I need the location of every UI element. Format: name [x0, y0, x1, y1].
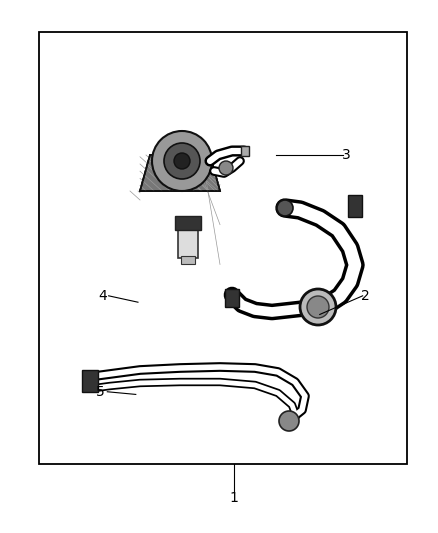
Circle shape — [277, 200, 293, 216]
Polygon shape — [140, 155, 220, 191]
Text: 4: 4 — [99, 289, 107, 303]
Bar — [181, 256, 195, 264]
Bar — [175, 216, 201, 230]
Circle shape — [279, 411, 299, 431]
Circle shape — [300, 289, 336, 325]
Bar — [241, 146, 249, 156]
Circle shape — [307, 296, 329, 318]
Bar — [82, 370, 98, 392]
Circle shape — [152, 131, 212, 191]
Polygon shape — [140, 155, 220, 191]
Text: 3: 3 — [342, 148, 350, 161]
Bar — [39, 32, 407, 464]
Bar — [348, 195, 362, 217]
Circle shape — [219, 161, 233, 175]
Text: 2: 2 — [361, 289, 370, 303]
Bar — [225, 289, 239, 307]
Circle shape — [164, 143, 200, 179]
Bar — [178, 228, 198, 258]
Text: 1: 1 — [230, 491, 239, 505]
Text: 5: 5 — [96, 385, 105, 399]
Circle shape — [174, 153, 190, 169]
